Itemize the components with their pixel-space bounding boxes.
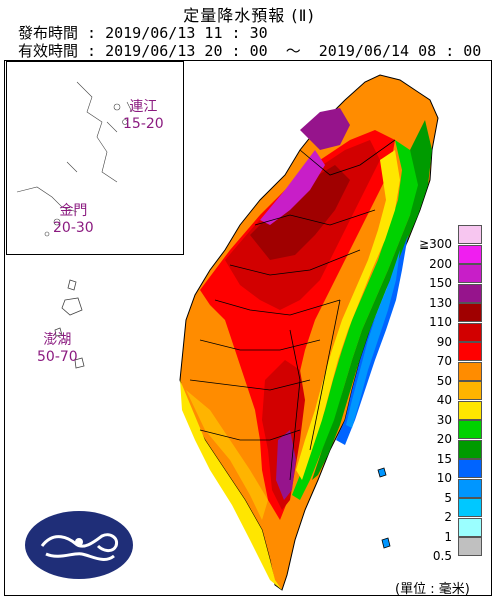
zone-30mm bbox=[180, 380, 282, 590]
legend-swatch bbox=[458, 283, 482, 303]
legend-swatch bbox=[458, 322, 482, 342]
east-islands bbox=[377, 467, 391, 549]
zone-south-130mm bbox=[276, 430, 296, 500]
legend-swatch bbox=[458, 517, 482, 537]
legend-label: 130 bbox=[429, 295, 452, 310]
county-borders bbox=[189, 139, 396, 481]
legend-label: 0.5 bbox=[432, 549, 452, 563]
matsu-name: 連江 bbox=[129, 99, 158, 115]
legend-label: ≧300 bbox=[419, 237, 452, 251]
legend-label: 1 bbox=[444, 529, 452, 544]
legend-label: 40 bbox=[436, 393, 452, 407]
zone-40mm bbox=[186, 390, 268, 520]
zone-15mm bbox=[312, 120, 432, 480]
legend-label: 90 bbox=[436, 334, 452, 349]
legend-swatch bbox=[458, 537, 482, 556]
legend-label: 2 bbox=[444, 510, 452, 524]
legend-label: 50 bbox=[436, 373, 452, 388]
unit-label: (單位 : 毫米) bbox=[395, 582, 470, 597]
penghu-name: 澎湖 bbox=[43, 332, 72, 348]
penghu-range: 50-70 bbox=[37, 349, 78, 365]
penghu-label: 澎湖 50-70 bbox=[37, 332, 78, 366]
legend-swatch bbox=[458, 498, 482, 517]
legend-swatch bbox=[458, 420, 482, 439]
zone-110mm bbox=[250, 165, 350, 260]
legend-swatch bbox=[458, 244, 482, 264]
issue-time: 發布時間 : 2019/06/13 11 : 30 bbox=[18, 24, 268, 42]
legend-swatch bbox=[458, 342, 482, 361]
legend-swatch bbox=[458, 400, 482, 420]
legend-swatch bbox=[458, 303, 482, 322]
legend-swatch bbox=[458, 478, 482, 498]
legend-label: 70 bbox=[436, 354, 452, 368]
legend-swatch bbox=[458, 381, 482, 400]
legend-swatch bbox=[458, 361, 482, 381]
zone-150mm bbox=[260, 150, 325, 225]
legend-label: 15 bbox=[436, 451, 452, 466]
kinmen-label: 金門 20-30 bbox=[53, 203, 94, 237]
inset-coastline bbox=[16, 81, 133, 237]
cwb-logo-icon bbox=[25, 511, 133, 579]
zone-130mm bbox=[300, 108, 350, 150]
legend-swatch bbox=[458, 225, 482, 244]
zone-30mm-east bbox=[296, 150, 400, 480]
legend-label: 150 bbox=[429, 276, 452, 290]
legend-label: 5 bbox=[444, 490, 452, 505]
kinmen-name: 金門 bbox=[59, 203, 88, 219]
legend-label: 30 bbox=[436, 412, 452, 427]
kinmen-range: 20-30 bbox=[53, 220, 94, 236]
legend-label: 110 bbox=[429, 315, 452, 329]
penghu-islands bbox=[54, 279, 85, 369]
legend-label: 20 bbox=[436, 432, 452, 446]
zone-5mm bbox=[346, 250, 400, 428]
valid-time: 有效時間 : 2019/06/13 20 : 00 〜 2019/06/14 0… bbox=[18, 42, 482, 60]
legend-swatch bbox=[458, 264, 482, 283]
legend-label: 10 bbox=[436, 471, 452, 485]
map-title: 定量降水預報 (Ⅱ) bbox=[183, 6, 315, 25]
matsu-range: 15-20 bbox=[123, 116, 164, 132]
legend-swatch bbox=[458, 439, 482, 459]
legend-swatch bbox=[458, 459, 482, 478]
legend-label: 200 bbox=[429, 256, 452, 271]
inset-matsu-kinmen: 連江 15-20 金門 20-30 bbox=[6, 61, 184, 255]
matsu-label: 連江 15-20 bbox=[123, 99, 164, 133]
map-frame bbox=[4, 60, 492, 596]
